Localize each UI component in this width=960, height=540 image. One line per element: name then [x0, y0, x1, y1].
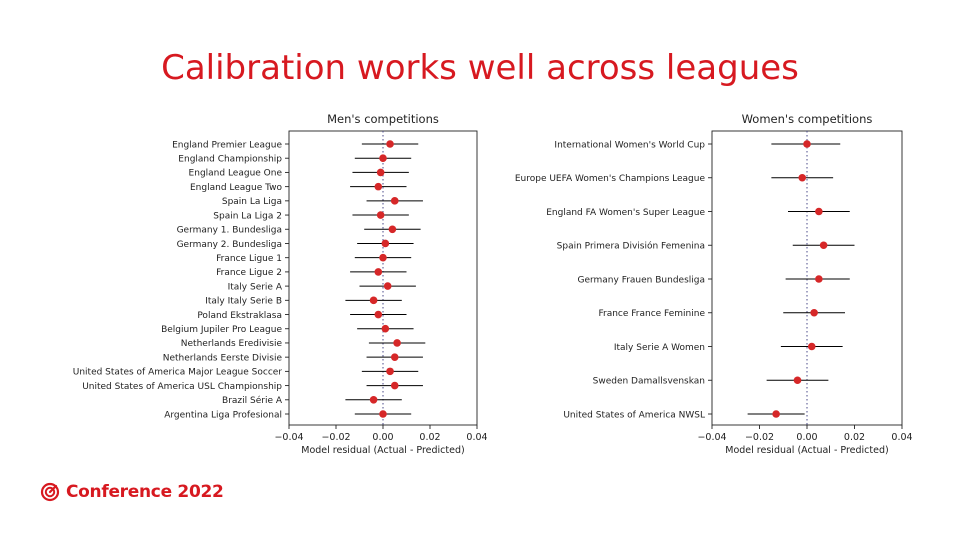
men-point — [369, 395, 378, 404]
men-ytick-label: Germany 1. Bundesliga — [177, 226, 282, 236]
women-point — [772, 410, 780, 418]
men-ytick-label: Germany 2. Bundesliga — [177, 240, 282, 250]
men-point — [386, 140, 394, 148]
men-point — [383, 282, 392, 290]
men-ytick-label: England Premier League — [172, 140, 282, 150]
women-xtick-label: −0.02 — [745, 432, 774, 443]
men-point — [376, 168, 385, 177]
women-ytick-label: Spain Primera División Femenina — [557, 241, 705, 252]
men-point — [374, 182, 383, 191]
conference-logo-icon — [40, 482, 60, 502]
men-point — [390, 381, 399, 390]
men-point — [369, 296, 378, 305]
men-ytick-label: Spain La Liga 2 — [213, 211, 282, 221]
men-title: Men's competitions — [327, 112, 439, 126]
women-ytick-label: France France Feminine — [598, 309, 705, 319]
men-xtick-label: 0.00 — [372, 432, 393, 443]
women-point — [810, 308, 818, 317]
women-ytick-label: Italy Serie A Women — [614, 343, 705, 353]
women-point — [803, 140, 811, 148]
slide-title: Calibration works well across leagues — [161, 48, 799, 88]
women-point — [815, 275, 823, 283]
men-point — [379, 253, 387, 262]
conference-logo-text: Conference 2022 — [66, 482, 224, 502]
men-ytick-label: Argentina Liga Profesional — [164, 410, 282, 420]
men-ytick-label: Brazil Série A — [222, 395, 283, 406]
men-xtick-label: −0.04 — [274, 432, 303, 443]
women-point — [793, 376, 802, 385]
women-xtick-label: −0.04 — [697, 432, 726, 443]
men-xtick-label: 0.04 — [466, 432, 487, 443]
men-point — [388, 225, 397, 234]
women-ytick-label: Sweden Damallsvenskan — [593, 377, 705, 387]
men-point — [381, 324, 390, 333]
women-xtick-label: 0.00 — [796, 432, 817, 443]
men-ytick-label: United States of America USL Championshi… — [82, 382, 282, 392]
men-point — [379, 154, 387, 163]
men-ytick-label: Belgium Jupiler Pro League — [161, 325, 282, 335]
men-ytick-label: France Ligue 1 — [216, 254, 282, 264]
men-point — [386, 367, 394, 376]
women-point — [819, 241, 828, 250]
conference-logo: Conference 2022 — [40, 480, 224, 504]
women-ytick-label: England FA Women's Super League — [546, 208, 705, 218]
men-ytick-label: United States of America Major League So… — [73, 368, 283, 378]
women-ytick-label: Germany Frauen Bundesliga — [577, 275, 705, 285]
women-xtick-label: 0.04 — [891, 432, 912, 443]
men-point — [374, 310, 383, 319]
women-point — [798, 173, 807, 182]
men-ytick-label: Poland Ekstraklasa — [197, 311, 282, 321]
men-ytick-label: Netherlands Eredivisie — [181, 339, 283, 349]
women-xlabel: Model residual (Actual - Predicted) — [725, 445, 888, 456]
women-xtick-label: 0.02 — [844, 432, 865, 443]
women-point — [807, 342, 816, 351]
women-ytick-label: International Women's World Cup — [554, 140, 705, 150]
men-ytick-label: Italy Serie A — [228, 282, 283, 292]
men-point — [381, 239, 390, 248]
men-xlabel: Model residual (Actual - Predicted) — [301, 445, 464, 456]
men-ytick-label: Italy Italy Serie B — [205, 297, 282, 307]
women-point — [815, 207, 823, 216]
men-ytick-label: France Ligue 2 — [216, 268, 282, 278]
men-ytick-label: Netherlands Eerste Divisie — [163, 353, 283, 363]
men-point — [379, 410, 387, 418]
men-ytick-label: England League Two — [190, 183, 282, 193]
women-ytick-label: Europe UEFA Women's Champions League — [515, 174, 706, 184]
men-xtick-label: −0.02 — [321, 432, 350, 443]
men-point — [390, 353, 399, 361]
women-title: Women's competitions — [742, 112, 873, 126]
men-point — [393, 339, 401, 347]
men-point — [376, 211, 385, 219]
men-point — [374, 268, 383, 276]
men-ytick-label: England League One — [189, 169, 283, 179]
men-point — [390, 197, 399, 205]
men-ytick-label: Spain La Liga — [222, 197, 282, 207]
men-ytick-label: England Championship — [178, 155, 282, 165]
men-xtick-label: 0.02 — [419, 432, 440, 443]
women-ytick-label: United States of America NWSL — [563, 410, 705, 420]
